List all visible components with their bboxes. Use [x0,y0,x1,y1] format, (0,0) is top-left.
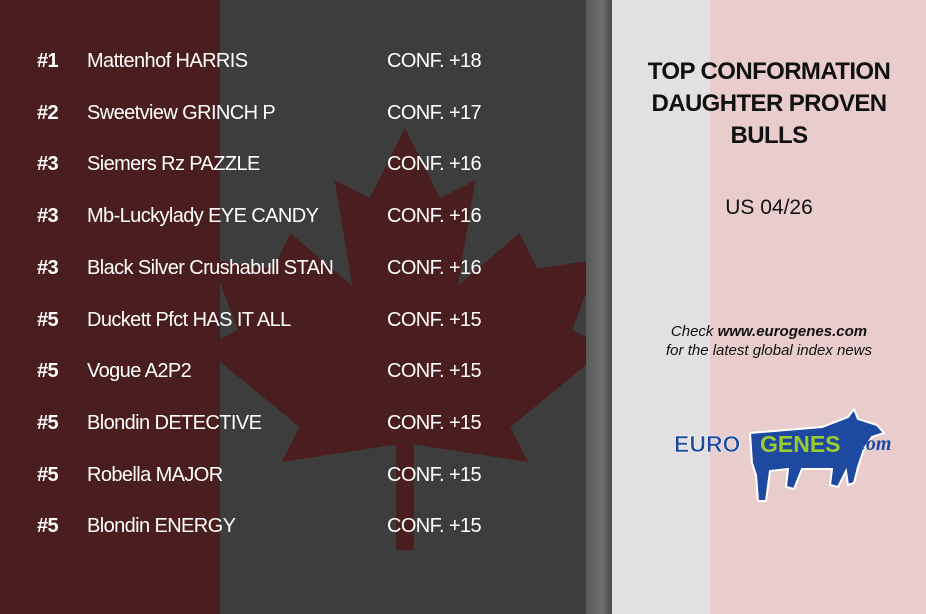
rank: #5 [37,515,59,538]
flag-white-band [612,0,710,614]
bull-name: Mattenhof HARRIS [87,50,248,72]
bull-name: Robella MAJOR [87,463,223,486]
bull-name: Duckett Pfct HAS IT ALL [87,308,291,331]
ranking-row: #1 Mattenhof HARRIS CONF. +18 [0,50,586,80]
check-note: Check www.eurogenes.com for the latest g… [612,322,926,360]
bull-name: Vogue A2P2 [87,360,192,383]
ranking-row: #5 Blondin ENERGY CONF. +15 [0,515,586,545]
bull-name: Blondin DETECTIVE [87,411,262,434]
ranking-row: #3 Siemers Rz PAZZLE CONF. +16 [0,153,586,183]
flag-red-band [0,0,220,614]
rank: #5 [37,308,59,331]
check-suffix: for the latest global index news [666,342,872,359]
ranking-row: #5 Blondin DETECTIVE CONF. +15 [0,412,586,442]
ranking-row: #5 Robella MAJOR CONF. +15 [0,464,586,494]
divider [586,0,612,614]
conf-score: CONF. +18 [387,50,482,72]
background-flag [0,0,586,614]
conf-score: CONF. +15 [387,360,482,383]
rank: #2 [37,101,59,124]
title-line: BULLS [730,122,809,149]
ranking-row: #5 Vogue A2P2 CONF. +15 [0,360,586,390]
bull-name: Black Silver Crushabull STAN [87,256,334,279]
ranking-row: #5 Duckett Pfct HAS IT ALL CONF. +15 [0,309,586,339]
conf-score: CONF. +16 [387,256,482,279]
logo-text-genes: GENES [760,431,841,457]
rank: #5 [37,360,59,383]
maple-leaf-icon [202,127,586,550]
evaluation-date: US 04/26 [725,196,813,219]
eurogenes-logo: EURO GENES .com [674,406,891,502]
conf-score: CONF. +16 [387,153,482,176]
ranking-row: #2 Sweetview GRINCH P CONF. +17 [0,102,586,132]
conf-score: CONF. +15 [387,463,482,486]
ranking-row: #3 Black Silver Crushabull STAN CONF. +16 [0,257,586,287]
bull-name: Blondin ENERGY [87,515,236,538]
rank: #5 [37,463,59,486]
bull-name: Sweetview GRINCH P [87,101,276,124]
title-line: DAUGHTER PROVEN [651,90,887,117]
rank: #3 [37,205,59,228]
bull-name: Siemers Rz PAZZLE [87,153,260,176]
conf-score: CONF. +15 [387,308,482,331]
bull-name: Mb-Luckylady EYE CANDY [87,205,319,228]
conf-score: CONF. +16 [387,205,482,228]
website-link[interactable]: www.eurogenes.com [717,323,868,340]
check-prefix: Check [670,323,718,340]
rank: #5 [37,411,59,434]
conf-score: CONF. +15 [387,411,482,434]
panel-title: TOP CONFORMATION DAUGHTER PROVEN BULLS [612,56,926,152]
title-line: TOP CONFORMATION [647,58,891,85]
info-panel [612,0,926,614]
rank: #3 [37,256,59,279]
logo-text-com: .com [852,433,891,455]
conf-score: CONF. +17 [387,101,482,124]
logo-text-euro: EURO [674,431,740,457]
rank: #3 [37,153,59,176]
conf-score: CONF. +15 [387,515,482,538]
ranking-row: #3 Mb-Luckylady EYE CANDY CONF. +16 [0,205,586,235]
rank: #1 [37,50,59,72]
